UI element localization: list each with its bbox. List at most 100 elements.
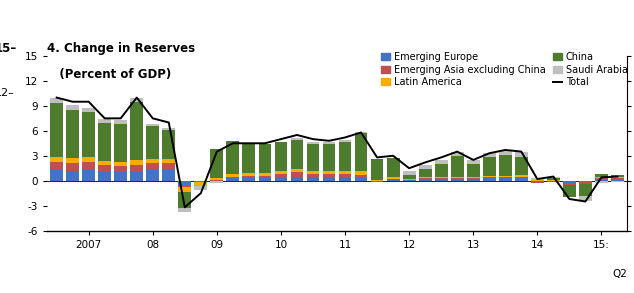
Bar <box>290 140 304 169</box>
Bar <box>82 108 95 112</box>
Bar <box>98 161 111 165</box>
Bar <box>50 103 63 156</box>
Bar <box>499 151 512 155</box>
Bar <box>547 181 560 182</box>
Bar <box>515 152 527 156</box>
Bar <box>290 177 304 181</box>
Text: 12–: 12– <box>0 88 15 98</box>
Bar <box>339 171 351 174</box>
Bar <box>531 182 544 183</box>
Bar <box>226 177 239 178</box>
Bar <box>178 181 191 185</box>
Bar <box>82 112 95 157</box>
Bar <box>467 179 480 181</box>
Bar <box>162 128 175 130</box>
Bar <box>387 179 399 181</box>
Bar <box>467 178 480 179</box>
Bar <box>467 160 480 164</box>
Bar <box>146 170 159 181</box>
Bar <box>531 180 544 181</box>
Bar <box>114 161 127 166</box>
Bar <box>50 170 63 181</box>
Bar <box>451 156 463 177</box>
Text: 15–: 15– <box>0 42 17 55</box>
Bar <box>418 179 432 181</box>
Bar <box>499 178 512 181</box>
Bar <box>66 171 79 181</box>
Bar <box>371 159 384 180</box>
Bar <box>323 142 335 144</box>
Bar <box>226 174 239 177</box>
Bar <box>98 172 111 181</box>
Bar <box>354 132 368 133</box>
Legend: Emerging Europe, Emerging Asia excluding China, Latin America, China, Saudi Arab: Emerging Europe, Emerging Asia excluding… <box>381 52 628 87</box>
Bar <box>226 178 239 181</box>
Bar <box>210 181 223 183</box>
Bar <box>307 177 320 181</box>
Bar <box>595 181 608 183</box>
Bar <box>403 175 415 179</box>
Bar <box>259 178 271 181</box>
Text: (Percent of GDP): (Percent of GDP) <box>47 68 171 81</box>
Bar <box>339 174 351 177</box>
Bar <box>275 177 287 181</box>
Bar <box>290 172 304 177</box>
Bar <box>323 177 335 181</box>
Bar <box>563 181 576 183</box>
Bar <box>499 177 512 178</box>
Bar <box>210 178 223 180</box>
Bar <box>114 172 127 181</box>
Bar <box>146 163 159 170</box>
Bar <box>595 177 608 178</box>
Text: Q2: Q2 <box>612 269 627 279</box>
Bar <box>66 110 79 158</box>
Bar <box>162 170 175 181</box>
Bar <box>195 182 207 186</box>
Bar <box>531 178 544 180</box>
Bar <box>307 142 320 144</box>
Bar <box>354 171 368 175</box>
Bar <box>339 140 351 142</box>
Bar <box>515 177 527 178</box>
Bar <box>403 179 415 180</box>
Bar <box>178 187 191 192</box>
Bar <box>242 173 256 176</box>
Bar <box>611 181 624 182</box>
Bar <box>195 181 207 182</box>
Bar <box>435 164 448 177</box>
Bar <box>611 178 624 179</box>
Bar <box>275 142 287 171</box>
Bar <box>275 174 287 177</box>
Bar <box>483 157 496 176</box>
Text: 4. Change in Reserves: 4. Change in Reserves <box>47 42 195 55</box>
Bar <box>354 175 368 178</box>
Bar <box>307 144 320 171</box>
Bar <box>611 177 624 178</box>
Bar <box>210 180 223 181</box>
Bar <box>131 98 143 102</box>
Bar <box>162 159 175 163</box>
Bar <box>259 176 271 178</box>
Bar <box>50 161 63 170</box>
Bar <box>98 119 111 123</box>
Bar <box>131 160 143 165</box>
Bar <box>467 177 480 178</box>
Bar <box>418 165 432 169</box>
Bar <box>339 142 351 171</box>
Bar <box>307 171 320 174</box>
Bar <box>354 178 368 181</box>
Bar <box>435 160 448 164</box>
Bar <box>515 178 527 181</box>
Bar <box>259 144 271 173</box>
Bar <box>275 171 287 174</box>
Bar <box>451 177 463 178</box>
Bar <box>371 181 384 182</box>
Bar <box>387 177 399 179</box>
Bar <box>162 130 175 159</box>
Bar <box>451 151 463 156</box>
Bar <box>50 156 63 161</box>
Bar <box>146 159 159 163</box>
Bar <box>435 179 448 181</box>
Bar <box>563 185 576 197</box>
Bar <box>483 153 496 157</box>
